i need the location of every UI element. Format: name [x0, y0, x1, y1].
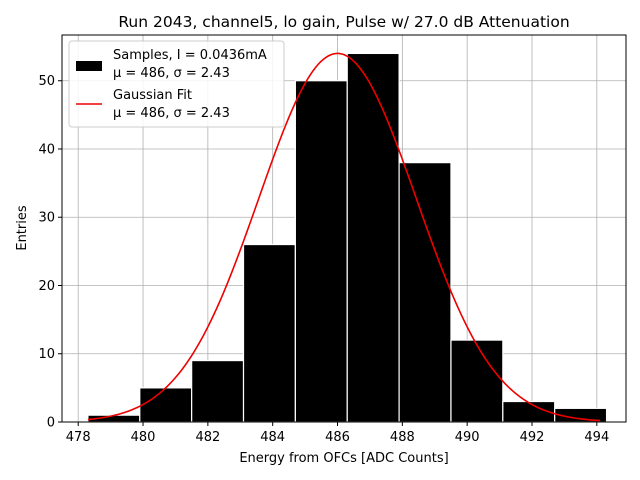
- legend: Samples, I = 0.0436mA μ = 486, σ = 2.43 …: [68, 40, 285, 128]
- y-axis-ticks: 0 10 20 30 40 50: [38, 74, 62, 431]
- legend-fit-label: Gaussian Fit: [113, 88, 192, 103]
- x-tick-label: 484: [260, 430, 285, 445]
- histogram-bars: [87, 52, 608, 423]
- histogram-bar: [398, 162, 452, 423]
- histogram-bar: [346, 52, 400, 423]
- y-tick-label: 10: [38, 347, 55, 362]
- y-tick-label: 20: [38, 279, 55, 294]
- legend-samples-label: Samples, I = 0.0436mA: [113, 48, 267, 63]
- legend-samples-stats: μ = 486, σ = 2.43: [113, 66, 230, 81]
- histogram-bar: [450, 339, 504, 423]
- y-tick-label: 30: [38, 211, 55, 226]
- chart-title: Run 2043, channel5, lo gain, Pulse w/ 27…: [118, 13, 569, 31]
- y-axis-label: Entries: [15, 205, 30, 251]
- histogram-bar: [294, 80, 348, 423]
- y-tick-label: 50: [38, 74, 55, 89]
- histogram-bar: [191, 359, 245, 423]
- legend-box: [68, 40, 285, 128]
- y-tick-label: 40: [38, 142, 55, 157]
- x-axis-label: Energy from OFCs [ADC Counts]: [239, 451, 448, 466]
- gaussian-fit-line: [87, 52, 601, 422]
- x-tick-label: 480: [131, 430, 156, 445]
- x-tick-label: 488: [390, 430, 415, 445]
- x-tick-label: 486: [325, 430, 350, 445]
- x-tick-label: 478: [66, 430, 91, 445]
- x-tick-label: 492: [520, 430, 545, 445]
- x-tick-label: 494: [584, 430, 609, 445]
- x-tick-label: 482: [195, 430, 220, 445]
- legend-samples-swatch: [76, 61, 102, 71]
- x-axis-ticks: 478 480 482 484 486 488 490 492 494: [66, 422, 609, 445]
- x-tick-label: 490: [455, 430, 480, 445]
- histogram-bar: [242, 243, 296, 423]
- y-tick-label: 0: [47, 416, 55, 431]
- plot-frame: [61, 34, 627, 423]
- histogram-bar: [139, 387, 193, 423]
- legend-fit-stats: μ = 486, σ = 2.43: [113, 106, 230, 121]
